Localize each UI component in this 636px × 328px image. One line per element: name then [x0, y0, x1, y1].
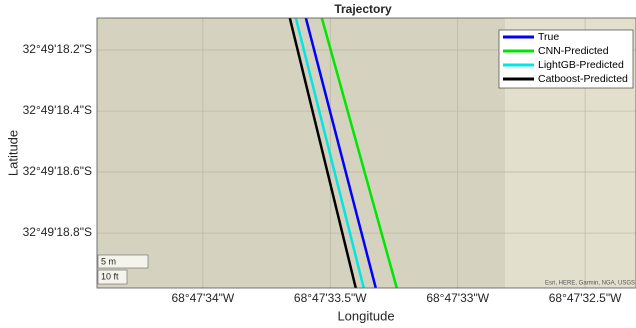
y-tick-label: 32°49'18.2"S [23, 42, 92, 56]
y-tick-label: 32°49'18.6"S [23, 164, 92, 178]
scalebar-label: 10 ft [101, 271, 119, 281]
chart: Trajectory Longitude Latitude 5 m 10 ft … [0, 0, 636, 328]
legend-label: Catboost-Predicted [538, 73, 628, 85]
x-tick-label: 68°47'34"W [171, 291, 234, 305]
y-axis-label: Latitude [5, 130, 20, 176]
x-tick-label: 68°47'33"W [426, 291, 489, 305]
x-tick-label: 68°47'32.5"W [549, 291, 622, 305]
scalebar-label: 5 m [101, 256, 116, 266]
x-tick-label: 68°47'33.5"W [294, 291, 367, 305]
legend-label: CNN-Predicted [538, 45, 609, 57]
legend-label: True [538, 31, 559, 43]
x-axis-label: Longitude [337, 308, 394, 323]
chart-title: Trajectory [334, 2, 392, 16]
y-tick-label: 32°49'18.8"S [23, 225, 92, 239]
y-tick-label: 32°49'18.4"S [23, 103, 92, 117]
legend-label: LightGB-Predicted [538, 59, 624, 71]
attribution: Esri, HERE, Garmin, NGA, USGS [545, 281, 635, 287]
